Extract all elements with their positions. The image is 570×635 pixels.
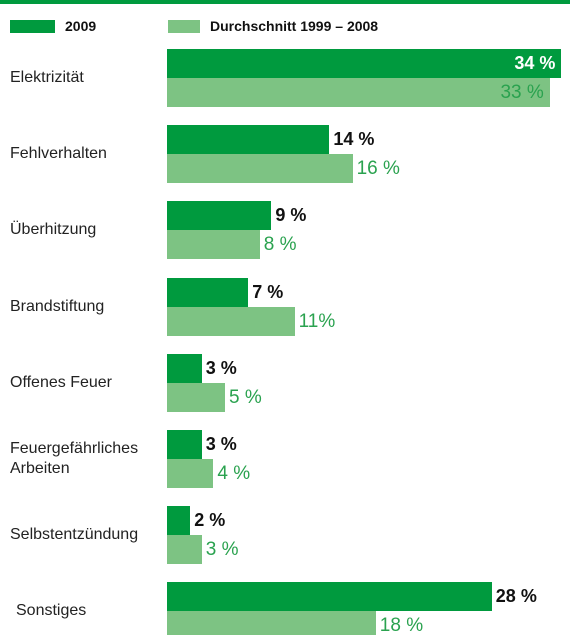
value-label: 33 % (500, 82, 544, 103)
legend-label: Durchschnitt 1999 – 2008 (210, 18, 379, 34)
value-label: 5 % (229, 386, 262, 408)
category-label: Selbstentzündung (10, 526, 139, 544)
bar (167, 459, 214, 488)
value-label: 14 % (333, 129, 375, 150)
legend-swatch (10, 20, 55, 33)
value-label: 18 % (379, 615, 424, 635)
value-label: 3 % (205, 357, 237, 378)
legend-label: 2009 (65, 18, 97, 34)
value-label: 3 % (205, 539, 239, 561)
value-label: 11% (298, 310, 336, 332)
value-label: 3 % (205, 434, 237, 454)
value-label: 7 % (252, 281, 284, 302)
bar (167, 306, 295, 336)
bar (167, 201, 272, 231)
legend-swatch (168, 20, 200, 33)
bar (167, 535, 202, 565)
bar (167, 125, 330, 155)
value-label: 4 % (217, 463, 251, 484)
value-label: 16 % (356, 158, 400, 180)
category-label: Brandstiftung (10, 297, 105, 315)
value-label: 8 % (263, 234, 297, 256)
bar (167, 611, 376, 635)
category-label: Sonstiges (16, 602, 87, 620)
value-label: 34 % (514, 53, 556, 73)
value-label: 2 % (194, 510, 226, 531)
bar (167, 230, 260, 260)
value-label: 9 % (275, 205, 307, 226)
category-label: Fehlverhalten (10, 145, 107, 163)
bar (167, 154, 353, 184)
bar (167, 382, 225, 412)
category-label: Elektrizität (10, 69, 84, 86)
bar (167, 277, 249, 307)
bar (167, 78, 550, 107)
category-label: Offenes Feuer (10, 373, 112, 391)
bar (167, 582, 492, 612)
top-rule (0, 0, 570, 4)
bar (167, 430, 202, 459)
bar (167, 49, 562, 78)
category-label: Feuergefährliches Arbeiten (10, 440, 139, 477)
value-label: 28 % (495, 586, 537, 607)
category-label: Überhitzung (10, 221, 97, 239)
bar (167, 353, 202, 383)
bar (167, 506, 191, 536)
